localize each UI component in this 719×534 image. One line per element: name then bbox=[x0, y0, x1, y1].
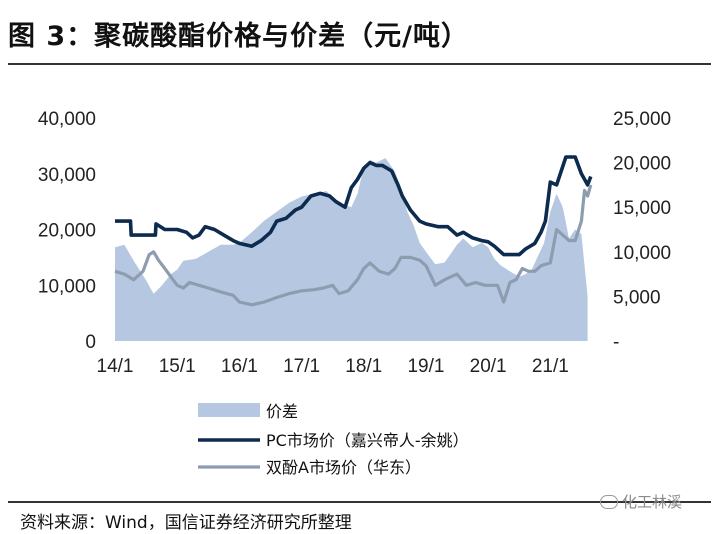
watermark-text: 化工林溪 bbox=[622, 493, 683, 511]
legend-label-bpa: 双酚A市场价（华东） bbox=[266, 458, 421, 477]
bottom-rule bbox=[8, 501, 711, 503]
legend-swatch-spread bbox=[198, 403, 260, 417]
top-rule bbox=[8, 63, 711, 65]
x-tick-label: 19/1 bbox=[407, 356, 444, 377]
y-left-tick-label: 20,000 bbox=[38, 221, 96, 242]
y-right-tick-label: 10,000 bbox=[613, 243, 671, 264]
watermark: 化工林溪 bbox=[600, 491, 682, 512]
price-lines-layer bbox=[114, 155, 593, 307]
series-line-bpa bbox=[114, 184, 593, 307]
chat-bubble-icon bbox=[600, 494, 618, 509]
y-left-tick-label: 10,000 bbox=[38, 276, 96, 297]
y-right-tick-label: 5,000 bbox=[613, 287, 661, 308]
x-tick-label: 15/1 bbox=[159, 356, 196, 377]
legend-label-spread: 价差 bbox=[266, 402, 298, 421]
axis-layer: 40,000 30,000 20,000 10,000 0 25,000 20,000 15,… bbox=[38, 109, 671, 377]
x-tick-label: 17/1 bbox=[283, 356, 320, 377]
source-note: 资料来源：Wind，国信证券经济研究所整理 bbox=[20, 513, 352, 533]
legend-label-pc: PC市场价（嘉兴帝人-余姚） bbox=[266, 431, 469, 450]
y-right-tick-label: 25,000 bbox=[613, 109, 671, 130]
x-tick-label: 21/1 bbox=[532, 356, 569, 377]
x-tick-label: 18/1 bbox=[345, 356, 382, 377]
y-right-tick-label: 20,000 bbox=[613, 154, 671, 175]
y-right-tick-label: - bbox=[613, 332, 619, 353]
chart-title: 图 3：聚碳酸酯价格与价差（元/吨） bbox=[8, 21, 470, 52]
y-left-tick-label: 30,000 bbox=[38, 165, 96, 186]
x-tick-label: 14/1 bbox=[97, 356, 134, 377]
x-tick-label: 20/1 bbox=[470, 356, 507, 377]
legend: 价差 PC市场价（嘉兴帝人-余姚） 双酚A市场价（华东） bbox=[198, 402, 469, 477]
y-left-tick-label: 40,000 bbox=[38, 109, 96, 130]
y-right-tick-label: 15,000 bbox=[613, 198, 671, 219]
series-line-pc bbox=[115, 155, 593, 257]
y-left-tick-label: 0 bbox=[85, 332, 96, 353]
x-tick-label: 16/1 bbox=[221, 356, 258, 377]
